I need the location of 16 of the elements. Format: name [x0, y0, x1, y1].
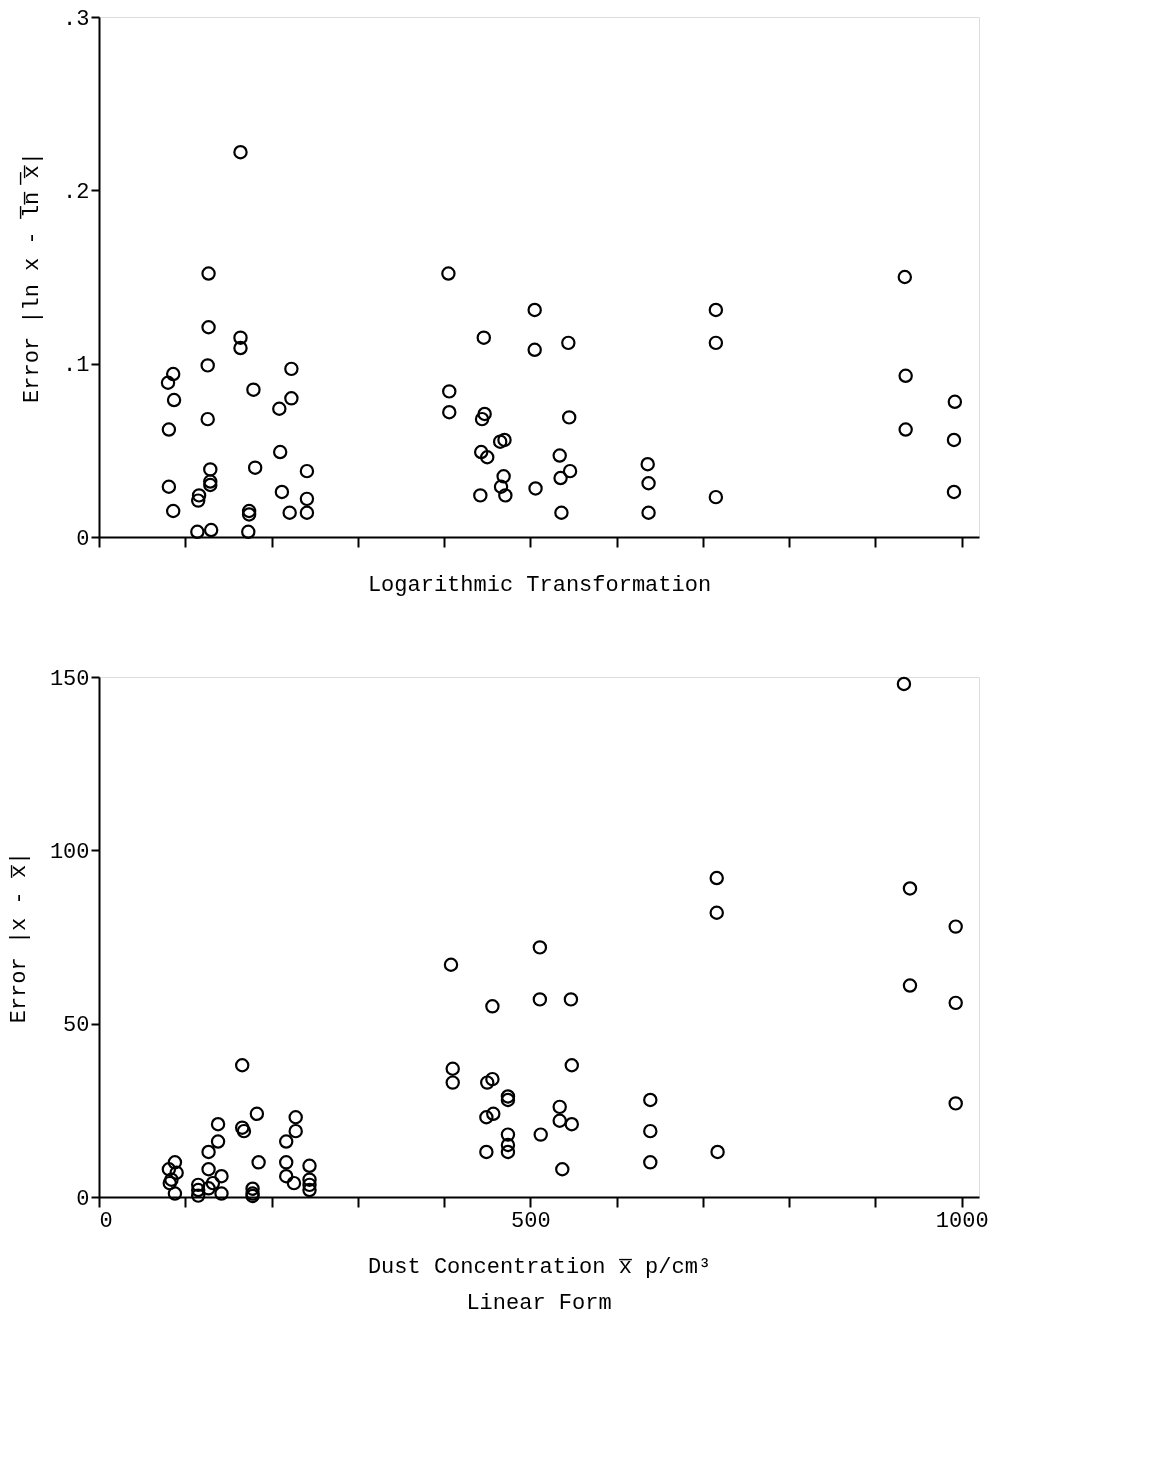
- y-tick-label: 50: [63, 1013, 90, 1039]
- x-tick-label: 1000: [935, 1208, 989, 1234]
- text: Linear Form: [466, 1291, 612, 1316]
- y-tick-label: 0: [76, 526, 90, 552]
- y-tick-label: .1: [63, 353, 90, 379]
- y-tick-label: 0: [76, 1186, 90, 1212]
- y-axis-title: Error |ln x - l̅n̅ ̅x̅|: [19, 152, 46, 403]
- y-tick-label: 150: [49, 666, 90, 692]
- x-axis-title: Dust Concentration x̅ p/cm³: [367, 1254, 712, 1280]
- x-axis-title: Logarithmic Transformation: [367, 572, 712, 598]
- y-tick-label: .3: [63, 6, 90, 32]
- x-tick-label: 0: [99, 1208, 113, 1234]
- y-axis-title: Error |x - x̅|: [6, 851, 32, 1024]
- y-tick-label: 100: [49, 839, 90, 865]
- x-tick-label: 500: [511, 1208, 551, 1234]
- y-tick-label: .2: [63, 179, 90, 205]
